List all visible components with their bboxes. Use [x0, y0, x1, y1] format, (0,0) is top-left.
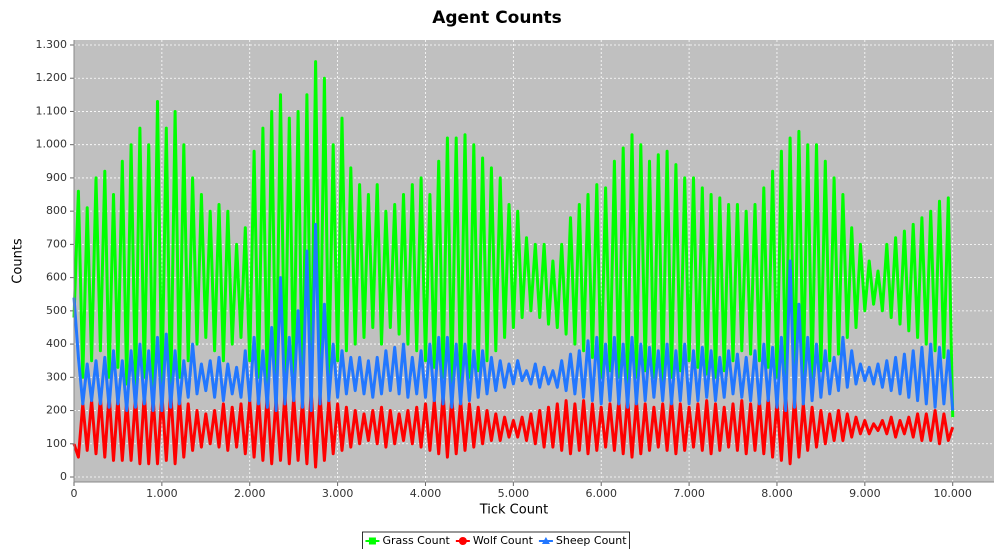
y-tick-label: 700	[46, 237, 67, 250]
y-tick-label: 0	[60, 470, 67, 483]
legend-label: Wolf Count	[473, 534, 534, 547]
y-tick-label: 500	[46, 304, 67, 317]
x-tick-label: 8.000	[761, 487, 793, 500]
y-axis-label: Counts	[11, 238, 26, 284]
legend-box	[362, 531, 630, 549]
y-tick-label: 1.100	[36, 104, 68, 117]
y-tick-label: 1.000	[36, 138, 68, 151]
x-tick-label: 4.000	[410, 487, 442, 500]
y-tick-label: 300	[46, 370, 67, 383]
chart-title: Agent Counts	[432, 8, 562, 28]
x-tick-label: 1.000	[146, 487, 178, 500]
x-tick-label: 0	[71, 487, 78, 500]
x-tick-label: 5.000	[498, 487, 530, 500]
x-axis-label: Tick Count	[479, 503, 549, 518]
y-tick-label: 1.200	[36, 71, 68, 84]
y-tick-label: 800	[46, 204, 67, 217]
series-line	[72, 60, 955, 418]
legend-marker	[368, 537, 376, 545]
x-tick-label: 3.000	[322, 487, 354, 500]
series-line	[72, 222, 955, 412]
series-line	[72, 389, 955, 469]
legend-label: Grass Count	[382, 534, 450, 547]
y-tick-label: 200	[46, 404, 67, 417]
y-tick-label: 900	[46, 171, 67, 184]
y-tick-label: 100	[46, 437, 67, 450]
x-tick-label: 2.000	[234, 487, 266, 500]
legend-marker	[458, 537, 467, 545]
x-tick-label: 9.000	[849, 487, 881, 500]
y-tick-label: 600	[46, 271, 67, 284]
y-tick-label: 400	[46, 337, 67, 350]
legend: Grass Count Wolf Count Sheep Count	[362, 531, 630, 549]
legend-marker	[541, 537, 550, 544]
x-tick-label: 6.000	[585, 487, 617, 500]
legend-label: Sheep Count	[556, 534, 627, 547]
y-tick-label: 1.300	[36, 38, 68, 51]
x-tick-label: 10.000	[933, 487, 972, 500]
x-tick-label: 7.000	[673, 487, 705, 500]
